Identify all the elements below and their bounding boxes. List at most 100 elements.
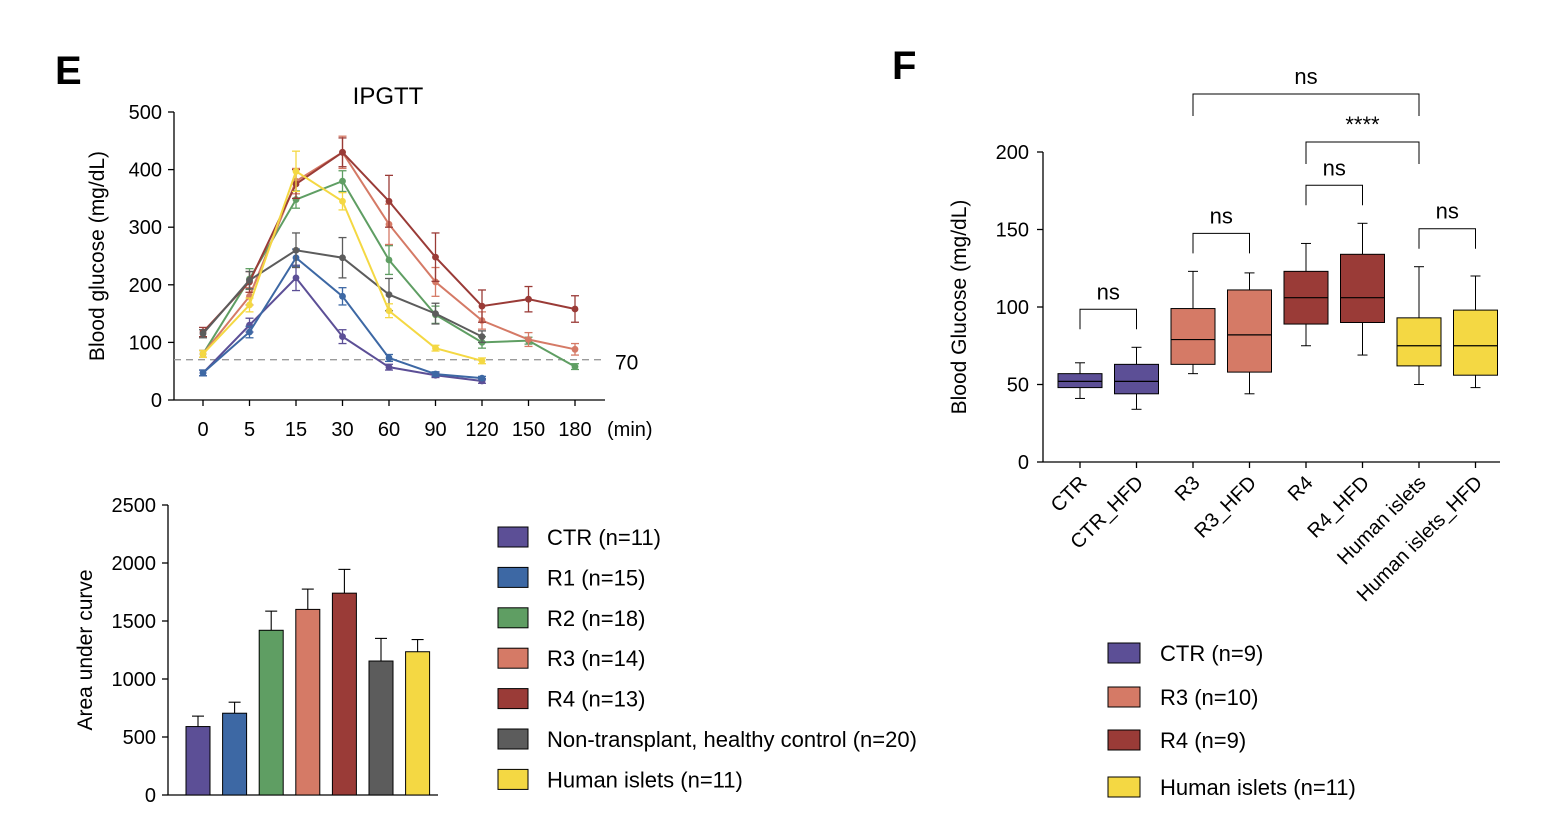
ipgtt-point-r3 [571, 345, 579, 353]
ipgtt-x-tick-label: 0 [197, 419, 208, 441]
box-legend-swatch-ctr [1107, 642, 1141, 664]
box-iqr-human-islets-hfd [1453, 309, 1498, 376]
auc-y-tick-label: 1000 [112, 669, 157, 691]
ipgtt-reference-label: 70 [615, 352, 638, 375]
ipgtt-point-r1 [339, 292, 346, 300]
auc-bar-r4 [331, 592, 357, 796]
ipgtt-title: IPGTT [353, 83, 424, 110]
ipgtt-point-r2 [571, 363, 579, 370]
auc-legend-swatch-human [497, 768, 529, 790]
significance-label: ns [1323, 155, 1346, 180]
ipgtt-x-tick-label: 60 [378, 419, 400, 441]
auc-legend-swatch-control [497, 728, 529, 750]
ipgtt-x-tick-label: 5 [244, 419, 255, 441]
panel-label-f: F [892, 44, 916, 88]
ipgtt-point-human [339, 197, 346, 205]
auc-bar-r1 [222, 712, 248, 796]
ipgtt-line-chart: IPGTT 0 100 200 300 400 500 0 5 15 30 60 90 120 150 180… [86, 83, 653, 441]
ipgtt-point-ctr [292, 274, 300, 282]
significance-bracket [1192, 232, 1250, 254]
significance-bracket [1079, 308, 1137, 330]
ipgtt-x-tick-label: 120 [465, 419, 498, 441]
ipgtt-point-r1 [199, 369, 207, 377]
box-x-tick-label-r3: R3 [1171, 472, 1205, 506]
auc-legend-swatch-r1 [497, 566, 529, 588]
ipgtt-point-r1 [432, 370, 439, 378]
ipgtt-point-ctr [339, 333, 346, 341]
auc-bar-r3 [295, 608, 321, 796]
ipgtt-point-r1 [246, 328, 253, 336]
ipgtt-point-control [432, 310, 439, 317]
auc-bar-human [405, 651, 431, 796]
box-legend-swatch-r3 [1107, 686, 1141, 708]
ipgtt-point-r4 [571, 305, 579, 313]
ipgtt-y-tick-label: 500 [129, 102, 162, 124]
ipgtt-point-control [199, 330, 207, 338]
ipgtt-point-human [432, 344, 439, 352]
box-legend-swatch-human [1107, 776, 1141, 798]
box-x-tick-label-r4: R4 [1284, 472, 1318, 506]
ipgtt-point-human [478, 357, 486, 365]
auc-y-tick-label: 2000 [112, 553, 157, 575]
box-y-tick-label: 100 [996, 297, 1029, 319]
ipgtt-y-tick-label: 100 [129, 332, 162, 354]
ipgtt-point-r3 [525, 336, 532, 343]
auc-legend-label-r3: R3 (n=14) [547, 646, 645, 671]
box-y-tick-label: 150 [996, 220, 1029, 242]
auc-legend: CTR (n=11) R1 (n=15) R2 (n=18) R3 (n=14) R4 … [497, 525, 917, 792]
significance-bracket [1305, 141, 1420, 164]
ipgtt-point-control [339, 254, 346, 262]
auc-y-axis-label: Area under curve [74, 569, 97, 730]
auc-y-tick-label: 2500 [112, 495, 157, 517]
ipgtt-point-r4 [339, 148, 346, 156]
auc-legend-swatch-ctr [497, 526, 529, 548]
ipgtt-point-human [292, 167, 300, 175]
ipgtt-point-control [292, 246, 300, 254]
box-y-axis-label: Blood Glucose (mg/dL) [948, 200, 971, 415]
ipgtt-point-control [246, 276, 253, 284]
auc-legend-label-ctr: CTR (n=11) [547, 525, 661, 550]
panel-label-e: E [55, 49, 82, 93]
auc-y-tick-label: 0 [145, 785, 156, 807]
box-y-tick-label: 0 [1018, 452, 1029, 474]
ipgtt-point-ctr [385, 363, 393, 371]
box-iqr-r3-hfd [1227, 289, 1272, 373]
box-iqr-r4-hfd [1340, 253, 1385, 323]
ipgtt-y-tick-label: 400 [129, 160, 162, 182]
ipgtt-x-tick-label: 15 [285, 419, 307, 441]
ipgtt-y-tick-label: 0 [151, 390, 162, 412]
box-iqr-human-islets [1396, 317, 1442, 367]
ipgtt-x-tick-label: 30 [331, 419, 353, 441]
ipgtt-y-axis-label: Blood glucose (mg/dL) [86, 151, 109, 361]
auc-bar-chart: 0 500 1000 1500 2000 2500 Area under curve [74, 495, 438, 807]
box-legend-swatch-r4 [1107, 729, 1141, 751]
ipgtt-x-tick-label: 180 [558, 419, 591, 441]
ipgtt-point-r1 [478, 374, 486, 382]
ipgtt-point-human [199, 350, 207, 358]
box-iqr-ctr-hfd [1114, 363, 1159, 395]
ipgtt-x-axis-label: (min) [607, 419, 653, 441]
box-legend-label-r3: R3 (n=10) [1160, 685, 1258, 710]
ipgtt-point-control [385, 291, 393, 298]
significance-bracket [1192, 93, 1420, 116]
ipgtt-point-r2 [339, 177, 346, 185]
box-iqr-ctr [1057, 373, 1103, 389]
ipgtt-point-r4 [432, 253, 439, 261]
ipgtt-point-control [478, 333, 486, 341]
auc-legend-label-r1: R1 (n=15) [547, 565, 645, 590]
significance-label: ns [1294, 64, 1317, 89]
ipgtt-point-r4 [385, 197, 393, 205]
ipgtt-y-tick-label: 300 [129, 217, 162, 239]
auc-legend-swatch-r3 [497, 647, 529, 669]
ipgtt-x-tick-label: 90 [424, 419, 446, 441]
ipgtt-point-r1 [385, 354, 393, 362]
ipgtt-point-r2 [385, 256, 393, 264]
significance-label: ns [1097, 279, 1120, 304]
auc-legend-swatch-r4 [497, 688, 529, 710]
auc-y-tick-label: 500 [123, 727, 156, 749]
significance-label: ns [1436, 199, 1459, 224]
significance-label: **** [1345, 112, 1380, 137]
ipgtt-point-human [385, 307, 393, 315]
